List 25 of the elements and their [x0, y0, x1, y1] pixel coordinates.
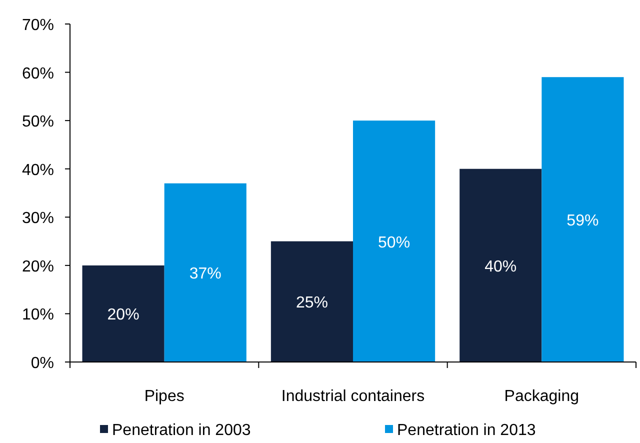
bar: [460, 168, 542, 362]
bar: [270, 241, 353, 362]
bar: [542, 77, 624, 362]
y-tick-label: 10%: [22, 306, 54, 324]
data-label: 50%: [378, 234, 410, 252]
y-tick-label: 0%: [30, 355, 54, 372]
data-label: 25%: [296, 294, 328, 312]
x-tick-label: Pipes: [144, 388, 184, 405]
data-label: 59%: [566, 212, 599, 230]
bar: [164, 183, 246, 362]
bar: [82, 265, 164, 362]
y-tick-label: 40%: [22, 162, 54, 179]
y-tick-label: 30%: [22, 210, 54, 228]
bar: [353, 120, 436, 362]
legend-label: Penetration in 2013: [397, 422, 536, 439]
y-tick-label: 60%: [22, 65, 54, 82]
y-tick-label: 50%: [22, 114, 54, 131]
x-tick-label: Industrial containers: [281, 388, 425, 405]
data-label: 37%: [189, 266, 222, 283]
data-label: 40%: [484, 258, 517, 276]
legend-label: Penetration in 2003: [112, 422, 251, 439]
data-label: 20%: [107, 306, 140, 324]
y-tick-label: 70%: [22, 17, 54, 34]
y-tick-label: 20%: [22, 258, 54, 276]
x-tick-label: Packaging: [504, 388, 580, 405]
